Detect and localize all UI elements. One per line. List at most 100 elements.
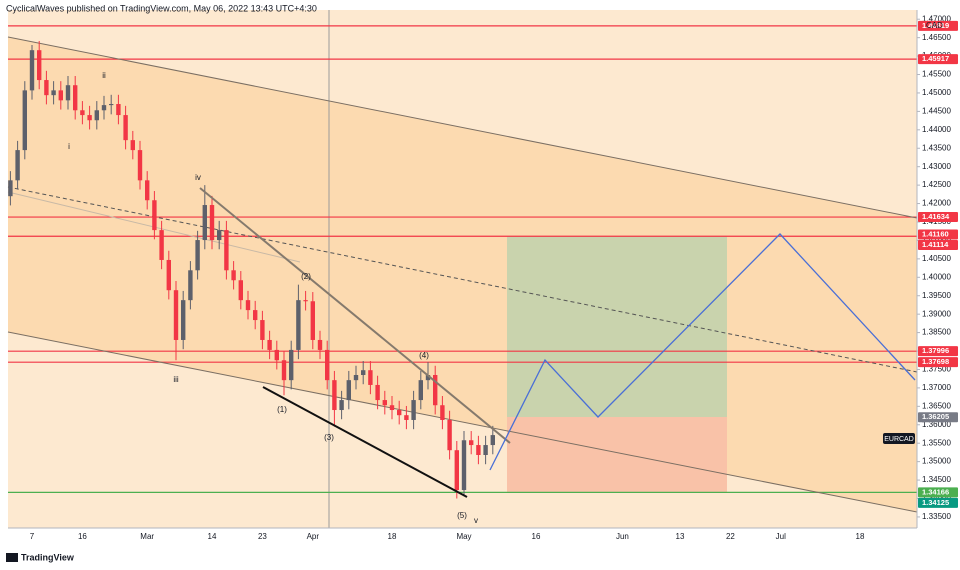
- wedge-bottom: [262, 386, 468, 498]
- channel-upper: [7, 36, 918, 219]
- price-badge: [918, 240, 958, 251]
- x-tick-label: Apr: [307, 532, 320, 541]
- candle-body: [454, 450, 459, 491]
- candle-body: [440, 405, 445, 420]
- y-tick-label: 1.37500: [922, 365, 951, 374]
- y-tick-label: 1.35500: [922, 438, 951, 447]
- y-tick-label: 1.44000: [922, 125, 951, 134]
- y-tick-label: 1.45500: [922, 70, 951, 79]
- candle-body: [15, 150, 20, 181]
- level-lines: [8, 25, 917, 493]
- x-tick-label: 7: [30, 532, 35, 541]
- y-tick-label: 1.36500: [922, 401, 951, 410]
- price-badge-label: 1.37698: [922, 357, 949, 366]
- y-tick-label: 1.43500: [922, 143, 951, 152]
- candle-body: [361, 370, 366, 375]
- candle-body: [447, 419, 452, 451]
- candle-body: [418, 380, 423, 401]
- wave-label: (1): [277, 405, 287, 414]
- candle-body: [339, 400, 344, 411]
- candle-body: [123, 115, 128, 141]
- candle-body: [490, 435, 495, 446]
- candle-body: [332, 380, 337, 411]
- y-tick-label: 1.39000: [922, 309, 951, 318]
- candle-body: [382, 400, 387, 406]
- y-tick-label: 1.46500: [922, 33, 951, 42]
- price-badge-label: 1.41634: [922, 212, 950, 221]
- candle-body: [8, 180, 13, 197]
- wedge-top: [199, 187, 511, 444]
- x-tick-label: Mar: [140, 532, 154, 541]
- x-tick-label: 16: [532, 532, 541, 541]
- x-tick-label: 13: [676, 532, 685, 541]
- y-tick-label: 1.45000: [922, 88, 951, 97]
- x-tick-label: 22: [726, 532, 735, 541]
- candle-body: [346, 380, 351, 401]
- x-tick-label: 23: [258, 532, 267, 541]
- candle-body: [411, 400, 416, 420]
- wave-label: (2): [301, 272, 311, 281]
- candle-body: [317, 339, 323, 350]
- y-tick-label: 1.39500: [922, 291, 951, 300]
- y-tick-label: 1.33500: [922, 512, 951, 521]
- y-tick-label: 1.35000: [922, 457, 951, 466]
- candle-body: [130, 140, 135, 151]
- candle-body: [469, 440, 474, 446]
- candle-body: [260, 320, 265, 340]
- price-badge-label: 1.45917: [922, 54, 949, 63]
- candle-body: [181, 300, 186, 340]
- price-badge: [918, 357, 958, 368]
- candle-body: [404, 415, 409, 420]
- y-tick-label: 1.42500: [922, 180, 951, 189]
- target-zone: [507, 236, 727, 417]
- y-tick-label: 1.47000: [922, 14, 951, 23]
- wave-label: (5): [457, 511, 467, 520]
- candle-body: [22, 90, 27, 151]
- price-badge: [918, 412, 958, 423]
- candle-body: [483, 445, 488, 456]
- y-tick-label: 1.37000: [922, 383, 951, 392]
- candle-body: [289, 349, 294, 381]
- price-badge: [918, 487, 958, 498]
- candle-body: [231, 270, 236, 281]
- candle-body: [116, 104, 121, 116]
- candle-body: [310, 301, 315, 340]
- x-tick-label: 14: [208, 532, 217, 541]
- candle-body: [375, 384, 380, 401]
- candle-body: [80, 110, 85, 116]
- x-tick-label: Jun: [616, 532, 629, 541]
- candle-body: [281, 360, 287, 381]
- stop-zone: [507, 417, 727, 493]
- candle-body: [245, 300, 251, 311]
- candle-body: [274, 349, 279, 361]
- brand: TradingView: [21, 552, 75, 562]
- currency: CAD: [926, 21, 943, 30]
- candle-body: [224, 230, 229, 271]
- candle-body: [29, 50, 35, 91]
- channel-lower: [7, 331, 918, 513]
- y-tick-label: 1.38500: [922, 328, 951, 337]
- candle-body: [73, 85, 78, 111]
- price-badge: [918, 229, 958, 240]
- header: CyclicalWaves published on TradingView.c…: [6, 3, 317, 13]
- candle-body: [296, 300, 301, 350]
- price-badge-label: 1.41114: [922, 240, 949, 249]
- candle-body: [166, 259, 171, 291]
- candle-body: [145, 180, 150, 201]
- candle-body: [188, 270, 193, 301]
- price-badge: [918, 54, 958, 65]
- candle-body: [87, 115, 92, 121]
- projection-path: [489, 233, 916, 471]
- brand-logo: [6, 553, 18, 562]
- candle-body: [137, 150, 143, 181]
- symbol: EURCAD: [884, 436, 914, 443]
- candle-body: [353, 374, 359, 381]
- candle-body: [101, 105, 107, 111]
- candle-body: [65, 85, 71, 101]
- y-tick-label: 1.43000: [922, 162, 951, 171]
- candle-body: [461, 440, 467, 491]
- candle-body: [433, 374, 438, 406]
- wave-label: ii: [102, 71, 106, 80]
- wave-label: iv: [195, 173, 201, 182]
